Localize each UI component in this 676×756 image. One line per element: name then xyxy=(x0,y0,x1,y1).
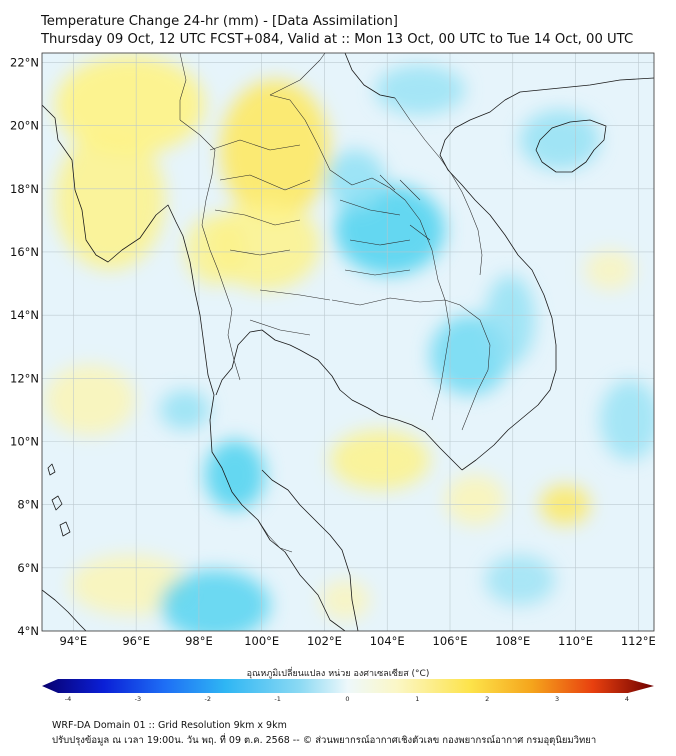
colorbar-label: อุณหภูมิเปลี่ยนแปลง หน่วย องศาเซลเซียส (… xyxy=(246,669,430,679)
title-line-2: Thursday 09 Oct, 12 UTC FCST+084, Valid … xyxy=(41,32,634,47)
colorbar-tick-label: -2 xyxy=(205,695,211,703)
colorbar-tick-label: 4 xyxy=(625,695,629,703)
warm-area-southwest xyxy=(70,555,190,615)
cool-area-andaman-sea xyxy=(160,390,210,430)
footer-line-1: WRF-DA Domain 01 :: Grid Resolution 9km … xyxy=(52,720,287,731)
colorbar-tick-label: 2 xyxy=(485,695,489,703)
cool-area-far-east xyxy=(600,380,654,460)
footer: WRF-DA Domain 01 :: Grid Resolution 9km … xyxy=(52,718,596,748)
coastline-hainan xyxy=(535,119,607,173)
colorbar-tick-label: 0 xyxy=(345,695,349,703)
colorbar: -4 -3 -2 -1 0 1 2 3 4 xyxy=(42,679,654,703)
cool-area-north-vietnam xyxy=(375,65,465,115)
border-myanmar-thailand xyxy=(179,119,241,381)
warm-area-myanmar-west xyxy=(55,130,165,270)
lat-label: 18°N xyxy=(10,182,39,196)
lon-label: 94°E xyxy=(60,634,88,648)
lat-label: 10°N xyxy=(10,434,39,448)
cool-area-vietnam-coast xyxy=(485,275,535,365)
lon-label: 106°E xyxy=(433,634,468,648)
colorbar-tick-label: 1 xyxy=(415,695,419,703)
map-title: Temperature Change 24-hr (mm) - [Data As… xyxy=(41,13,633,49)
lon-label: 108°E xyxy=(495,634,530,648)
lat-label: 4°N xyxy=(17,624,39,638)
colorbar-tick-label: -3 xyxy=(135,695,141,703)
warm-area-gulf xyxy=(330,430,430,490)
lon-label: 98°E xyxy=(185,634,213,648)
lon-label: 104°E xyxy=(370,634,405,648)
plot-area xyxy=(42,53,654,631)
cool-area-peninsula xyxy=(205,440,265,510)
lon-label: 100°E xyxy=(244,634,279,648)
warm-area-west-thailand xyxy=(185,215,245,285)
latitude-labels: 22°N 20°N 18°N 16°N 14°N 12°N 10°N 8°N 6°N 4°N xyxy=(10,55,39,638)
coastline-myanmar-west xyxy=(42,104,346,631)
colorbar-tick-label: -4 xyxy=(65,695,71,703)
title-line-1: Temperature Change 24-hr (mm) - [Data As… xyxy=(41,14,398,29)
warm-area-south-vietnam xyxy=(445,475,505,525)
island-andaman-2 xyxy=(59,521,71,537)
plot-frame xyxy=(41,52,655,632)
gridlines xyxy=(42,53,654,631)
lon-label: 112°E xyxy=(621,634,656,648)
warm-area-malaysia xyxy=(320,580,370,620)
lon-label: 96°E xyxy=(122,634,150,648)
lat-label: 22°N xyxy=(10,55,39,69)
border-thailand-malaysia xyxy=(257,519,293,553)
cool-area-south xyxy=(160,570,270,631)
cool-area-southeast xyxy=(485,555,555,605)
warm-area-andaman xyxy=(45,365,135,435)
colorbar-tick-label: 3 xyxy=(555,695,559,703)
colorbar-ticks: -4 -3 -2 -1 0 1 2 3 4 xyxy=(65,695,629,703)
coastline-north xyxy=(344,53,396,99)
cool-area-laos xyxy=(325,150,385,210)
colorbar-gradient xyxy=(42,679,654,693)
border-cambodia-vietnam xyxy=(444,299,491,431)
province-lines-north xyxy=(209,139,411,336)
warm-area-east xyxy=(585,250,635,290)
lat-label: 8°N xyxy=(17,498,39,512)
cool-area-hainan xyxy=(520,110,600,170)
lat-label: 6°N xyxy=(17,561,39,575)
border-china-north xyxy=(179,53,326,120)
longitude-labels: 94°E 96°E 98°E 100°E 102°E 104°E 106°E 108°E 110… xyxy=(60,634,656,648)
coastline-vietnam xyxy=(439,77,654,471)
island-sumatra-north xyxy=(42,589,87,631)
lat-label: 12°N xyxy=(10,371,39,385)
warm-area-south-china-sea xyxy=(540,485,590,525)
lat-label: 20°N xyxy=(10,119,39,133)
footer-line-2: ปรับปรุงข้อมูล ณ เวลา 19:00น. วัน พฤ. ที… xyxy=(52,735,597,746)
coastline-malay-east xyxy=(261,469,359,631)
lon-label: 102°E xyxy=(307,634,342,648)
province-lines-laos xyxy=(379,174,431,241)
lat-label: 16°N xyxy=(10,245,39,259)
coastline-gulf-of-thailand xyxy=(215,329,463,471)
border-laos-vietnam xyxy=(394,97,483,276)
lat-label: 14°N xyxy=(10,308,39,322)
temperature-field xyxy=(45,55,654,631)
border-thailand-laos xyxy=(269,94,446,301)
island-andaman-3 xyxy=(47,463,56,476)
warm-area-north-thailand xyxy=(220,80,330,220)
coastlines xyxy=(42,53,654,631)
colorbar-tick-label: -1 xyxy=(274,695,280,703)
island-andaman-1 xyxy=(51,495,63,511)
warm-area-myanmar-north xyxy=(55,55,205,155)
lon-label: 110°E xyxy=(558,634,593,648)
country-borders xyxy=(179,53,491,553)
